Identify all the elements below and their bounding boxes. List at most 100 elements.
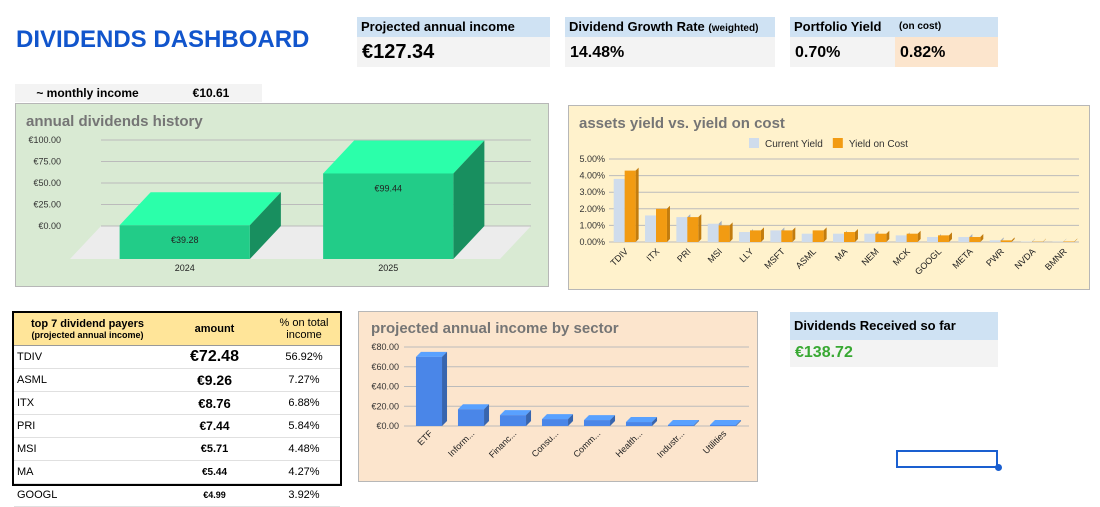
kpi-value: €138.72	[790, 340, 998, 367]
table-cell: €7.44	[161, 415, 268, 438]
selected-cell[interactable]	[896, 450, 998, 468]
bar-side	[855, 229, 858, 242]
kpi-note: (weighted)	[708, 23, 758, 34]
kpi-value: 0.70%	[790, 37, 895, 67]
kpi-value: 0.82%	[895, 37, 998, 67]
table-cell: MA	[14, 461, 161, 484]
bar	[770, 230, 781, 242]
bar	[969, 237, 980, 242]
bar-side	[824, 227, 827, 242]
table-cell: 7.27%	[268, 369, 340, 392]
data-label: €99.44	[374, 183, 402, 193]
top-payers-table: top 7 dividend payers(projected annual i…	[12, 311, 342, 486]
bar-side	[980, 234, 983, 242]
bar-side	[730, 222, 733, 242]
y-tick-label: 4.00%	[579, 171, 605, 181]
header-cell: top 7 dividend payers(projected annual i…	[14, 313, 161, 346]
kpi-label: ~ monthly income	[15, 84, 160, 102]
bar	[1001, 240, 1012, 242]
table-cell: ASML	[14, 369, 161, 392]
x-tick-label: GOOGL	[913, 246, 943, 276]
kpi-label: Dividends Received so far	[790, 312, 998, 340]
bar	[938, 235, 949, 242]
table-cell: TDIV	[14, 346, 161, 369]
bar	[614, 179, 625, 242]
x-tick-label: ITX	[644, 246, 661, 263]
bar	[710, 425, 736, 426]
table-cell: €9.26	[161, 369, 268, 392]
x-tick-label: NVDA	[1013, 246, 1038, 271]
y-tick-label: 2.00%	[579, 204, 605, 214]
y-tick-label: 3.00%	[579, 187, 605, 197]
kpi-label: Dividend Growth Rate (weighted)	[565, 17, 775, 37]
table-cell: PRI	[14, 415, 161, 438]
bar-side	[949, 232, 952, 242]
x-tick-label: ETF	[415, 428, 434, 447]
data-label: €39.28	[171, 235, 199, 245]
table-cell: MSI	[14, 438, 161, 461]
bar	[584, 420, 610, 426]
x-tick-label: NEM	[860, 246, 881, 267]
bar	[844, 232, 855, 242]
kpi-value: €127.34	[357, 37, 550, 67]
x-tick-label: BMNR	[1043, 246, 1069, 272]
bar-side	[667, 206, 670, 242]
bar	[833, 234, 844, 242]
legend-swatch	[833, 138, 843, 148]
chart: annual dividends history €0.00€25.00€50.…	[15, 103, 549, 287]
table-cell: €72.48	[161, 346, 268, 369]
table-cell: 3.92%	[268, 484, 340, 507]
header-cell: amount	[161, 313, 268, 346]
x-tick-label: MA	[833, 246, 850, 263]
chart-title: annual dividends history	[26, 113, 203, 130]
bar-top	[710, 420, 741, 425]
chart-title: projected annual income by sector	[371, 320, 619, 337]
kpi-label: Projected annual income	[357, 17, 550, 37]
chart-title: assets yield vs. yield on cost	[579, 115, 785, 132]
bar-side	[698, 214, 701, 242]
bar-top	[416, 352, 447, 357]
y-tick-label: €20.00	[371, 401, 399, 411]
x-tick-label: Health...	[614, 428, 645, 459]
bar	[813, 230, 824, 242]
fill-handle[interactable]	[995, 464, 1002, 471]
bar	[656, 209, 667, 242]
x-tick-label: LLY	[737, 246, 755, 264]
bar	[708, 224, 719, 242]
bar-side	[1032, 239, 1035, 242]
x-tick-label: PWR	[984, 246, 1006, 268]
y-tick-label: 1.00%	[579, 220, 605, 230]
bar-side	[761, 227, 764, 242]
bar	[719, 225, 730, 242]
table: top 7 dividend payers(projected annual i…	[14, 313, 340, 507]
bar	[958, 237, 969, 242]
kpi-value: 14.48%	[565, 37, 775, 67]
bar-side	[1074, 239, 1077, 242]
y-tick-label: €40.00	[371, 382, 399, 392]
bar-side	[1012, 237, 1015, 242]
table-cell: €5.44	[161, 461, 268, 484]
bar	[625, 171, 636, 242]
bar	[739, 232, 750, 242]
table-cell: 4.27%	[268, 461, 340, 484]
table-cell: €8.76	[161, 392, 268, 415]
kpi-note: (on cost)	[895, 17, 998, 37]
x-tick-label: META	[950, 246, 974, 270]
bar	[802, 234, 813, 242]
table-cell: 6.88%	[268, 392, 340, 415]
bar-top	[458, 404, 489, 409]
y-tick-label: €50.00	[33, 178, 61, 188]
table-cell: 4.48%	[268, 438, 340, 461]
y-tick-label: €60.00	[371, 362, 399, 372]
bar	[907, 234, 918, 242]
bar	[687, 217, 698, 242]
bar-top	[500, 410, 531, 415]
x-tick-label: Financ...	[487, 428, 518, 459]
bar	[626, 422, 652, 426]
header-cell: % on total income	[268, 313, 340, 346]
x-tick-label: Inform...	[446, 428, 476, 458]
table-cell: €4.99	[161, 484, 268, 507]
